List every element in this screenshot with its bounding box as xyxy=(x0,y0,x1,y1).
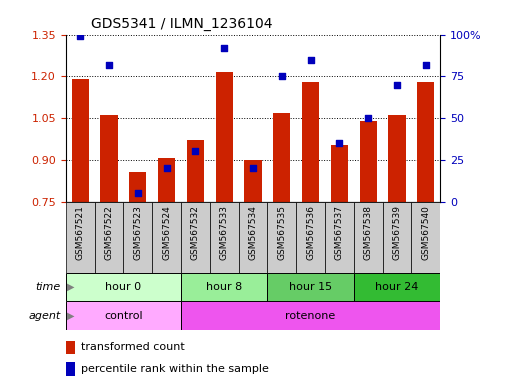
Bar xyxy=(215,72,232,202)
Point xyxy=(364,115,372,121)
Bar xyxy=(66,273,181,301)
Text: GDS5341 / ILMN_1236104: GDS5341 / ILMN_1236104 xyxy=(91,17,272,31)
Bar xyxy=(267,273,353,301)
Point xyxy=(421,61,429,68)
Bar xyxy=(359,121,376,202)
Bar xyxy=(129,172,146,202)
Bar xyxy=(210,202,238,273)
Text: rotenone: rotenone xyxy=(285,311,335,321)
Bar xyxy=(353,273,439,301)
Text: percentile rank within the sample: percentile rank within the sample xyxy=(81,364,268,374)
Bar xyxy=(181,301,439,330)
Text: hour 8: hour 8 xyxy=(206,282,242,292)
Text: GSM567524: GSM567524 xyxy=(162,205,171,260)
Bar xyxy=(273,113,290,202)
Text: GSM567532: GSM567532 xyxy=(190,205,199,260)
Point xyxy=(277,73,285,79)
Point xyxy=(335,140,343,146)
Bar xyxy=(411,202,439,273)
Bar xyxy=(158,159,175,202)
Text: ▶: ▶ xyxy=(67,282,74,292)
Bar xyxy=(353,202,382,273)
Point xyxy=(306,56,314,63)
Bar xyxy=(66,341,75,354)
Text: hour 15: hour 15 xyxy=(288,282,331,292)
Text: GSM567521: GSM567521 xyxy=(76,205,84,260)
Point xyxy=(76,33,84,39)
Text: hour 24: hour 24 xyxy=(375,282,418,292)
Bar xyxy=(295,202,324,273)
Bar xyxy=(152,202,181,273)
Text: hour 0: hour 0 xyxy=(105,282,141,292)
Point xyxy=(392,82,400,88)
Bar xyxy=(66,202,94,273)
Point xyxy=(220,45,228,51)
Bar xyxy=(324,202,353,273)
Text: transformed count: transformed count xyxy=(81,343,184,353)
Text: GSM567523: GSM567523 xyxy=(133,205,142,260)
Point xyxy=(191,149,199,155)
Point xyxy=(248,165,257,171)
Bar xyxy=(382,202,411,273)
Bar xyxy=(186,141,204,202)
Bar xyxy=(244,160,261,202)
Text: control: control xyxy=(104,311,142,321)
Text: GSM567538: GSM567538 xyxy=(363,205,372,260)
Text: GSM567522: GSM567522 xyxy=(104,205,113,260)
Bar xyxy=(94,202,123,273)
Bar xyxy=(66,362,75,376)
Text: GSM567535: GSM567535 xyxy=(277,205,286,260)
Text: GSM567534: GSM567534 xyxy=(248,205,257,260)
Text: GSM567539: GSM567539 xyxy=(392,205,401,260)
Bar xyxy=(416,82,434,202)
Bar xyxy=(123,202,152,273)
Point xyxy=(105,61,113,68)
Text: time: time xyxy=(35,282,61,292)
Bar xyxy=(71,79,89,202)
Bar xyxy=(238,202,267,273)
Text: GSM567540: GSM567540 xyxy=(421,205,429,260)
Text: ▶: ▶ xyxy=(67,311,74,321)
Point xyxy=(162,165,170,171)
Bar xyxy=(181,273,267,301)
Bar xyxy=(301,82,319,202)
Bar xyxy=(66,301,181,330)
Bar xyxy=(388,115,405,202)
Bar xyxy=(181,202,210,273)
Bar xyxy=(330,144,347,202)
Text: GSM567536: GSM567536 xyxy=(306,205,315,260)
Bar xyxy=(267,202,295,273)
Text: GSM567537: GSM567537 xyxy=(334,205,343,260)
Text: agent: agent xyxy=(28,311,61,321)
Text: GSM567533: GSM567533 xyxy=(219,205,228,260)
Point xyxy=(133,190,141,196)
Bar xyxy=(100,115,117,202)
